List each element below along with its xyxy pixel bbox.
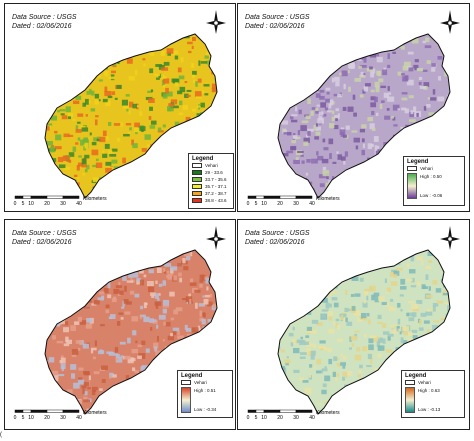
- svg-text:40: 40: [76, 201, 82, 207]
- legend-class: 29 - 33.6: [192, 169, 230, 176]
- svg-text:20: 20: [277, 415, 283, 421]
- map-area: [44, 33, 218, 199]
- svg-text:30: 30: [60, 201, 66, 207]
- svg-text:20: 20: [44, 415, 50, 421]
- source-label: Data Source : USGS: [12, 230, 77, 237]
- svg-text:10: 10: [261, 415, 267, 421]
- svg-text:20: 20: [44, 201, 50, 207]
- svg-text:0: 0: [247, 201, 250, 207]
- legend-class: 35.7 - 37.1: [192, 183, 230, 190]
- data-source-text: Data Source : USGS Dated : 02/06/2016: [12, 13, 77, 31]
- svg-text:Kilometers: Kilometers: [316, 410, 340, 416]
- legend-low: Low : -0.13: [418, 407, 441, 412]
- legend-title: Legend: [407, 159, 429, 165]
- svg-text:5: 5: [255, 415, 258, 421]
- svg-text:10: 10: [28, 415, 34, 421]
- legend-gradient: High : 0.63 Low : -0.13: [405, 386, 461, 414]
- source-label: Data Source : USGS: [12, 14, 77, 21]
- svg-text:10: 10: [28, 201, 34, 207]
- svg-text:20: 20: [277, 201, 283, 207]
- legend-high: High : 0.51: [194, 388, 216, 393]
- date-label: Dated : 02/06/2016: [12, 23, 72, 30]
- source-label: Data Source : USGS: [245, 230, 310, 237]
- legend-title: Legend: [192, 156, 214, 162]
- map-panel-3: Data Source : USGS Dated : 02/06/2016 Le…: [4, 219, 236, 430]
- legend-high: High : 0.50: [420, 174, 442, 179]
- legend-boundary: Vehari: [407, 165, 461, 172]
- map-panel-1: Data Source : USGS Dated : 02/06/2016 Le…: [4, 3, 236, 212]
- legend-low: Low : -0.06: [420, 193, 443, 198]
- map-panel-2: Data Source : USGS Dated : 02/06/2016 Le…: [237, 3, 470, 212]
- date-label: Dated : 02/06/2016: [245, 23, 305, 30]
- svg-text:30: 30: [293, 201, 299, 207]
- vehari-boundary: [277, 249, 451, 415]
- legend-title: Legend: [405, 373, 427, 379]
- legend: Legend Vehari 29 - 33.6 33.7 - 35.6 35.7…: [188, 153, 234, 209]
- svg-text:5: 5: [22, 415, 25, 421]
- svg-text:40: 40: [76, 415, 82, 421]
- data-source-text: Data Source : USGS Dated : 02/06/2016: [245, 13, 310, 31]
- legend-class: 33.7 - 35.6: [192, 176, 230, 183]
- legend-boundary: Vehari: [192, 162, 230, 169]
- date-label: Dated : 02/06/2016: [12, 239, 72, 246]
- svg-text:Kilometers: Kilometers: [316, 196, 340, 202]
- legend-class: 37.2 - 38.7: [192, 190, 230, 197]
- legend: Legend Vehari High : 0.63 Low : -0.13: [401, 370, 465, 418]
- legend-gradient: High : 0.51 Low : -0.34: [181, 386, 229, 414]
- legend-boundary: Vehari: [181, 379, 229, 386]
- svg-text:Kilometers: Kilometers: [83, 410, 107, 416]
- svg-text:40: 40: [309, 201, 315, 207]
- north-arrow-icon: [440, 226, 460, 250]
- vehari-boundary: [44, 33, 218, 199]
- svg-text:0: 0: [14, 415, 17, 421]
- svg-text:30: 30: [60, 415, 66, 421]
- svg-text:30: 30: [293, 415, 299, 421]
- date-label: Dated : 02/06/2016: [245, 239, 305, 246]
- legend-low: Low : -0.34: [194, 407, 217, 412]
- legend-title: Legend: [181, 373, 203, 379]
- caption-fragment: (: [0, 432, 2, 438]
- north-arrow-icon: [206, 10, 226, 34]
- svg-text:Kilometers: Kilometers: [83, 196, 107, 202]
- legend-gradient: High : 0.50 Low : -0.06: [407, 172, 461, 200]
- svg-text:0: 0: [247, 415, 250, 421]
- data-source-text: Data Source : USGS Dated : 02/06/2016: [12, 229, 77, 247]
- svg-text:5: 5: [22, 201, 25, 207]
- north-arrow-icon: [440, 10, 460, 34]
- map-area: [277, 249, 451, 415]
- legend-boundary: Vehari: [405, 379, 461, 386]
- vehari-boundary: [277, 33, 451, 199]
- svg-text:40: 40: [309, 415, 315, 421]
- source-label: Data Source : USGS: [245, 14, 310, 21]
- svg-text:10: 10: [261, 201, 267, 207]
- vehari-boundary: [44, 249, 218, 415]
- legend: Legend Vehari High : 0.51 Low : -0.34: [177, 370, 233, 418]
- north-arrow-icon: [206, 226, 226, 250]
- map-panel-4: Data Source : USGS Dated : 02/06/2016 Le…: [237, 219, 470, 430]
- legend-high: High : 0.63: [418, 388, 440, 393]
- svg-text:0: 0: [14, 201, 17, 207]
- data-source-text: Data Source : USGS Dated : 02/06/2016: [245, 229, 310, 247]
- legend: Legend Vehari High : 0.50 Low : -0.06: [403, 156, 465, 206]
- svg-text:5: 5: [255, 201, 258, 207]
- legend-class: 38.8 - 43.6: [192, 197, 230, 204]
